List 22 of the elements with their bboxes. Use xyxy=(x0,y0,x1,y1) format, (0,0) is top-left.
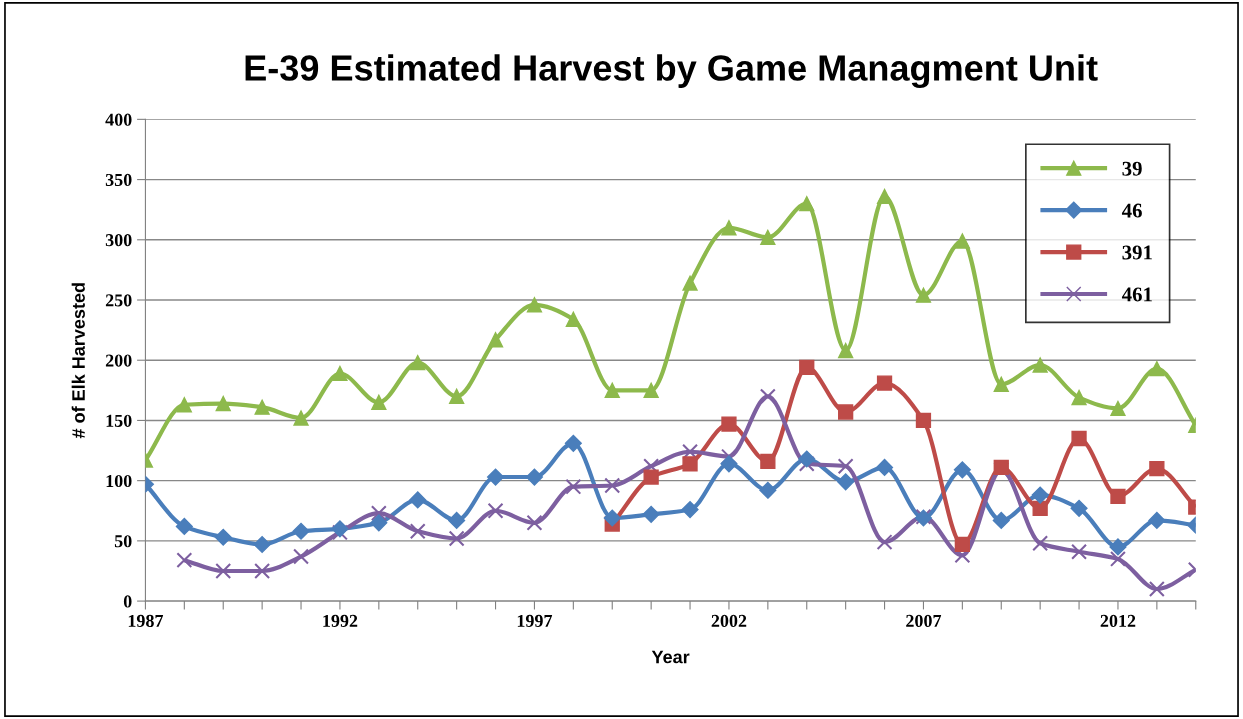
y-axis-title: # of Elk Harvested xyxy=(71,283,85,439)
x-tick-label: 2012 xyxy=(1100,614,1136,627)
y-tick-label: 0 xyxy=(123,595,132,608)
chart-title: E-39 Estimated Harvest by Game Managment Unit xyxy=(245,54,1098,89)
y-tick-label: 150 xyxy=(106,414,132,427)
legend-label: 461 xyxy=(1121,287,1152,302)
legend-label: 39 xyxy=(1122,161,1142,176)
x-tick-label: 1997 xyxy=(517,614,553,627)
legend-label: 391 xyxy=(1122,245,1152,260)
y-tick-label: 200 xyxy=(105,354,132,367)
y-tick-label: 350 xyxy=(105,173,132,187)
y-tick-label: 300 xyxy=(105,234,132,247)
y-tick-label: 250 xyxy=(105,294,132,307)
y-tick-label: 50 xyxy=(114,535,132,548)
x-tick-label: 2007 xyxy=(906,614,942,627)
y-tick-label: 400 xyxy=(105,113,132,126)
x-tick-label: 2002 xyxy=(711,614,747,627)
x-axis-title: Year xyxy=(651,650,690,664)
x-tick-label: 1992 xyxy=(323,614,358,627)
y-tick-label: 100 xyxy=(106,474,132,488)
x-tick-label: 1987 xyxy=(128,614,164,627)
legend-label: 46 xyxy=(1121,203,1142,218)
